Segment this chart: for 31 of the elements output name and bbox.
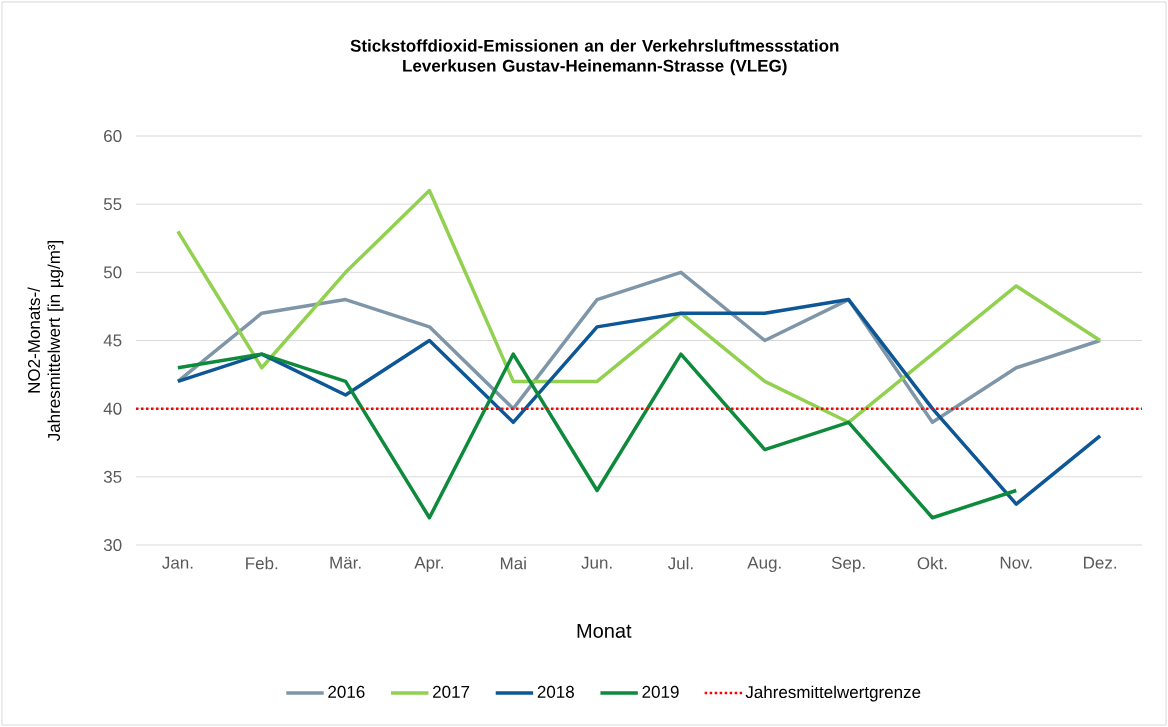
y-tick-label: 45 [103,334,122,347]
line-series [176,270,1102,425]
x-tick-label: Apr. [414,556,443,573]
line-series [176,188,1102,425]
x-tick-label: Feb. [246,556,278,570]
x-tick-label: Aug. [747,556,781,573]
x-tick-label: Jul. [667,556,693,570]
x-tick-label: Jan. [162,556,193,569]
x-tick-label: Mär. [330,556,361,569]
line-series [176,352,1019,520]
legend-label: 2016 [328,685,365,698]
x-axis-title: Monat [577,623,632,638]
legend-label: 2017 [433,685,470,698]
x-tick-label: Jun. [581,556,612,569]
legend-label: Jahresmittelwertgrenze [745,685,921,702]
legend-label: 2018 [537,685,574,698]
y-tick-label: 50 [103,266,122,279]
y-tick-label: 60 [104,129,122,143]
x-tick-label: Mai [500,556,526,570]
x-tick-label: Dez. [1084,556,1117,569]
x-tick-label: Nov. [1000,556,1032,569]
y-tick-label: 35 [103,470,122,483]
y-tick-label: 55 [103,198,122,211]
x-tick-label: Okt. [917,556,947,570]
y-tick-label: 30 [103,538,122,552]
legend-label: 2019 [642,685,679,698]
y-tick-label: 40 [103,402,122,415]
y-axis-title: NO2-Monats-/ Jahresmittelwert [in µg/m³] [27,240,64,442]
x-tick-label: Sep. [831,556,865,573]
line-series [176,297,1102,506]
chart-title: Stickstoffdioxid-Emissionen an der Verkehrsluftmessstation Leverkusen Gustav-Heinemann-Strasse (VLEG) [350,39,839,76]
